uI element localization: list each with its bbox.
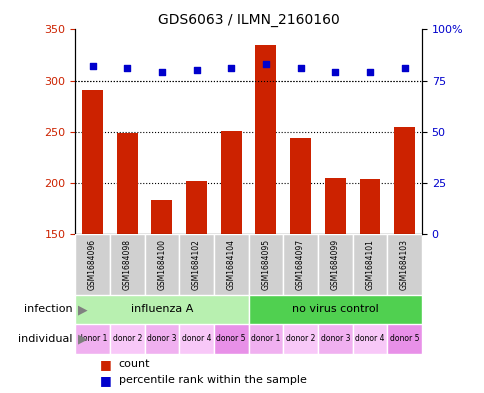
Bar: [386, 324, 421, 354]
Bar: [117, 133, 137, 234]
Bar: [179, 324, 213, 354]
Text: count: count: [119, 359, 150, 369]
Bar: [283, 324, 318, 354]
Text: GSM1684096: GSM1684096: [88, 239, 97, 290]
Bar: [393, 127, 414, 234]
Text: GSM1684101: GSM1684101: [364, 239, 374, 290]
Bar: [352, 324, 386, 354]
Bar: [144, 324, 179, 354]
Text: donor 5: donor 5: [389, 334, 419, 343]
Text: donor 4: donor 4: [182, 334, 211, 343]
Point: [227, 65, 235, 72]
Text: GSM1684100: GSM1684100: [157, 239, 166, 290]
Bar: [75, 234, 109, 295]
Bar: [151, 200, 172, 234]
Text: ▶: ▶: [77, 332, 87, 345]
Point: [331, 69, 338, 75]
Point: [296, 65, 304, 72]
Bar: [82, 90, 103, 234]
Bar: [255, 45, 276, 234]
Bar: [144, 234, 179, 295]
Point: [89, 63, 96, 70]
Bar: [386, 234, 421, 295]
Point: [158, 69, 166, 75]
Bar: [213, 234, 248, 295]
Bar: [318, 324, 352, 354]
Text: GSM1684104: GSM1684104: [226, 239, 235, 290]
Text: GSM1684099: GSM1684099: [330, 239, 339, 290]
Bar: [352, 234, 386, 295]
Point: [192, 67, 200, 73]
Text: individual: individual: [18, 334, 73, 344]
Text: donor 4: donor 4: [354, 334, 384, 343]
Title: GDS6063 / ILMN_2160160: GDS6063 / ILMN_2160160: [157, 13, 339, 27]
Bar: [186, 181, 207, 234]
Bar: [248, 324, 283, 354]
Text: GSM1684097: GSM1684097: [295, 239, 304, 290]
Bar: [289, 138, 310, 234]
Text: infection: infection: [24, 305, 73, 314]
Bar: [248, 295, 421, 324]
Text: ▶: ▶: [77, 303, 87, 316]
Text: GSM1684102: GSM1684102: [192, 239, 201, 290]
Bar: [220, 130, 241, 234]
Point: [400, 65, 408, 72]
Bar: [283, 234, 318, 295]
Text: donor 2: donor 2: [285, 334, 315, 343]
Bar: [75, 295, 248, 324]
Text: donor 1: donor 1: [77, 334, 107, 343]
Bar: [359, 179, 379, 234]
Text: donor 2: donor 2: [112, 334, 142, 343]
Bar: [75, 324, 109, 354]
Text: influenza A: influenza A: [130, 305, 193, 314]
Bar: [248, 234, 283, 295]
Bar: [213, 324, 248, 354]
Text: GSM1684095: GSM1684095: [261, 239, 270, 290]
Text: donor 1: donor 1: [251, 334, 280, 343]
Text: GSM1684098: GSM1684098: [122, 239, 132, 290]
Point: [261, 61, 269, 67]
Text: ■: ■: [99, 374, 111, 387]
Bar: [109, 234, 144, 295]
Text: donor 3: donor 3: [147, 334, 176, 343]
Bar: [324, 178, 345, 234]
Bar: [318, 234, 352, 295]
Point: [365, 69, 373, 75]
Text: percentile rank within the sample: percentile rank within the sample: [119, 375, 306, 385]
Text: ■: ■: [99, 358, 111, 371]
Text: GSM1684103: GSM1684103: [399, 239, 408, 290]
Bar: [179, 234, 213, 295]
Text: no virus control: no virus control: [291, 305, 378, 314]
Point: [123, 65, 131, 72]
Text: donor 3: donor 3: [320, 334, 349, 343]
Bar: [109, 324, 144, 354]
Text: donor 5: donor 5: [216, 334, 245, 343]
